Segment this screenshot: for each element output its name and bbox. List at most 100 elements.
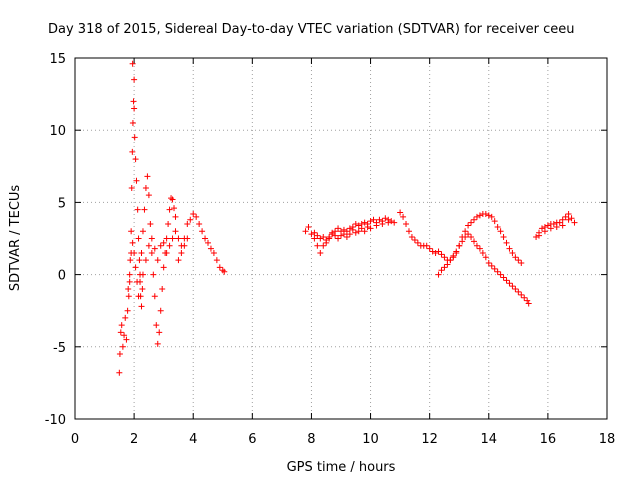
x-tick-label: 8 [307,432,315,447]
data-point [154,340,161,347]
series-midday [302,215,398,256]
data-point [163,249,170,256]
data-point [497,271,504,278]
data-point [388,218,395,225]
data-point [131,134,138,141]
data-point [139,228,146,235]
x-tick-label: 18 [599,432,616,447]
data-point [343,228,350,235]
data-point [346,225,353,232]
data-point [320,242,327,249]
data-point [210,249,217,256]
data-point [184,235,191,242]
data-point [169,235,176,242]
data-point [385,219,392,226]
data-point [132,156,139,163]
data-point [411,236,418,243]
data-point [503,277,510,284]
data-point [429,248,436,255]
data-point [157,307,164,314]
data-point [125,293,132,300]
data-point [509,249,516,256]
data-point [488,213,495,220]
data-point [141,206,148,213]
data-point [403,221,410,228]
data-point [151,293,158,300]
data-point [130,98,137,105]
series-early-spike [116,60,146,376]
data-point [136,257,143,264]
data-point [160,264,167,271]
data-point [127,257,134,264]
data-point [132,264,139,271]
data-point [435,271,442,278]
x-tick-labels: 0 2 4 6 8 10 12 14 16 18 [71,432,615,447]
data-point [147,221,154,228]
data-point [181,242,188,249]
data-point [441,264,448,271]
data-point [565,216,572,223]
data-point [144,173,151,180]
data-point [432,249,439,256]
data-point [205,239,211,246]
data-point [468,234,475,241]
data-point [349,226,356,233]
data-point [488,262,495,269]
data-point [117,329,124,336]
data-point [121,332,128,339]
data-point [352,229,359,236]
data-point [482,254,489,261]
data-point [494,268,501,275]
data-point [364,223,371,230]
data-point [471,216,477,223]
data-point [332,232,339,239]
data-point [497,228,504,235]
data-point [346,231,353,238]
data-point [172,213,179,220]
data-point [391,219,398,226]
data-point [135,235,142,242]
data-point [213,257,220,264]
data-point [518,291,525,298]
data-point [426,245,433,252]
data-point [515,257,522,264]
data-point [165,221,172,228]
y-tick-label: -10 [45,413,66,428]
data-point [207,245,214,252]
data-point [216,264,223,271]
data-point [355,228,362,235]
data-point [441,254,448,261]
data-point [193,213,200,220]
data-point [571,219,578,226]
data-point [314,232,321,239]
data-point [473,213,480,220]
series-evening [533,210,578,241]
data-point [400,213,407,220]
data-point [129,60,136,67]
data-point [142,257,149,264]
data-point [462,228,469,235]
data-point [556,219,563,226]
chart-title: Day 318 of 2015, Sidereal Day-to-day VTE… [48,22,575,37]
data-point [199,228,206,235]
data-point [202,235,209,242]
data-point [468,219,475,226]
data-point [536,232,543,239]
data-point [524,297,531,304]
data-point [538,225,545,232]
data-point [376,216,383,223]
y-tick-label: 0 [58,269,66,284]
grid-lines [75,58,607,419]
data-point [138,249,145,256]
data-point [361,228,368,235]
data-point [118,322,125,329]
data-point [128,228,135,235]
data-point [169,196,176,203]
data-point [305,223,312,230]
data-point [148,235,155,242]
data-point [311,229,318,236]
data-point [175,235,182,242]
data-point [131,76,138,83]
data-point [423,242,430,249]
data-point [370,216,377,223]
